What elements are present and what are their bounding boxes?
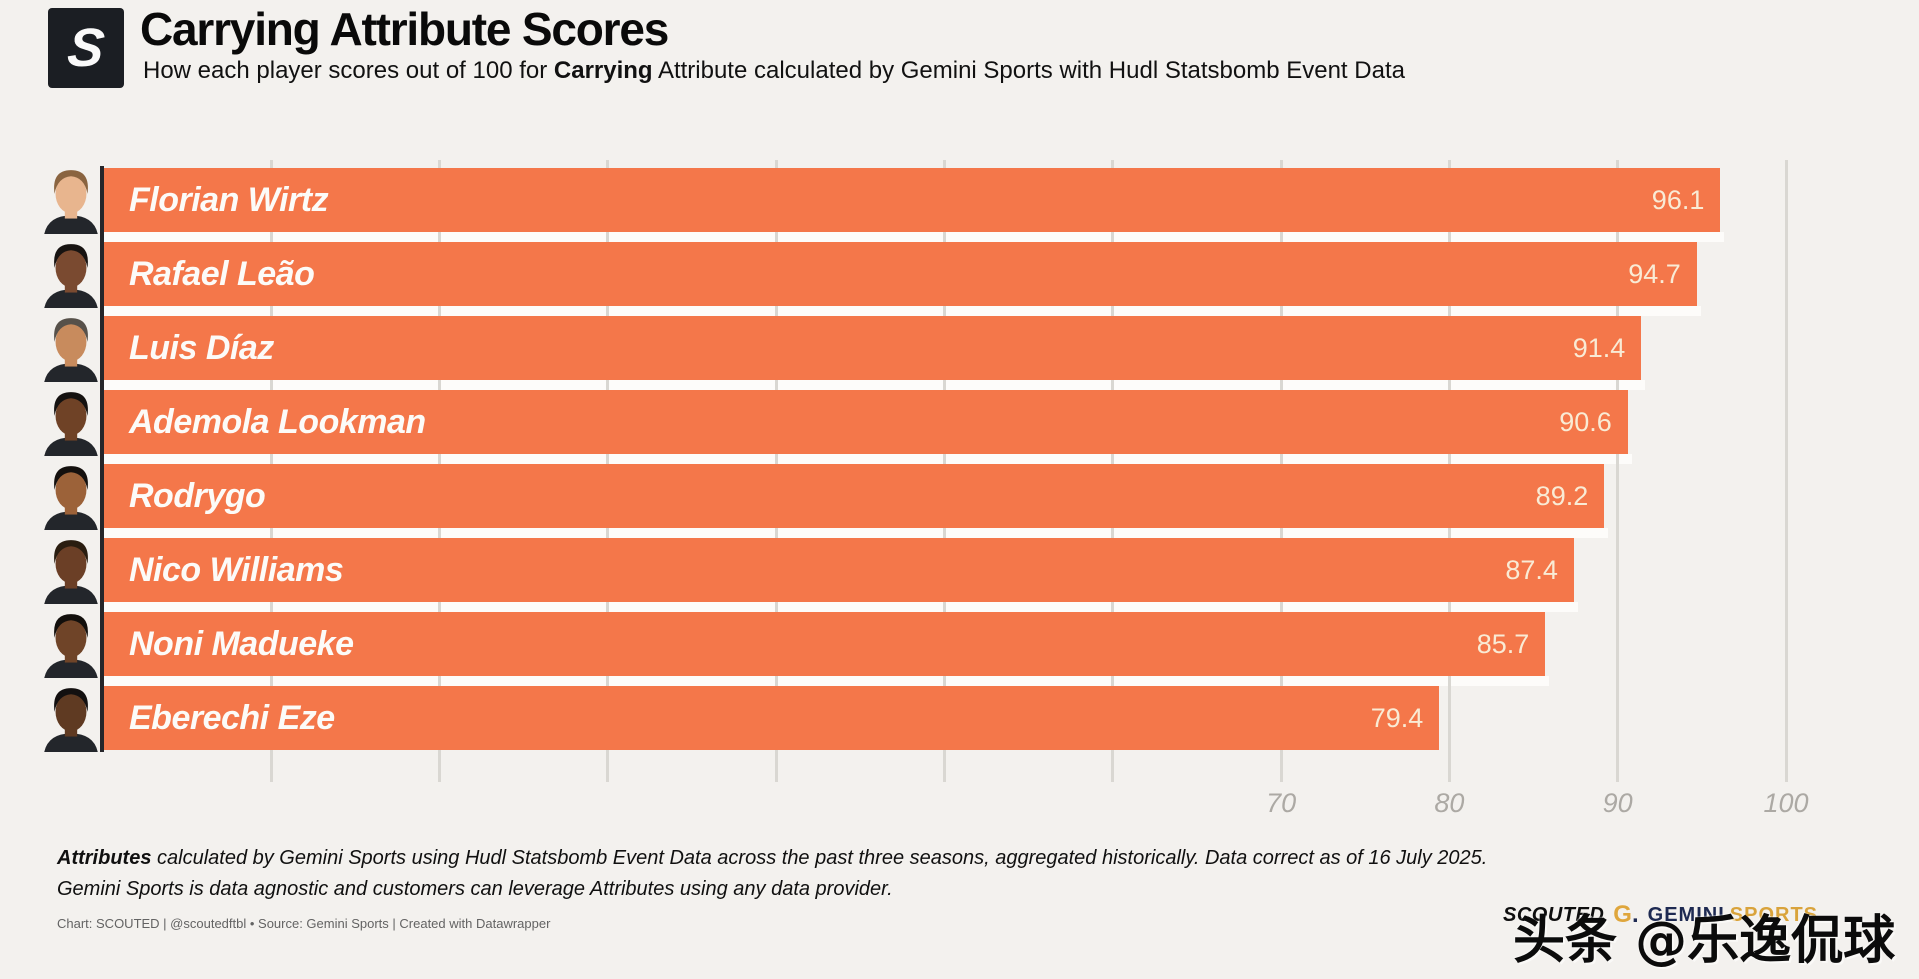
score-value-label: 91.4 — [1572, 333, 1626, 363]
score-value-label: 89.2 — [1535, 481, 1589, 511]
attribution-line: Chart: SCOUTED | @scoutedftbl • Source: … — [57, 916, 551, 931]
footnote: Attributes calculated by Gemini Sports u… — [57, 843, 1487, 905]
bar-row: Ademola Lookman 90.6 — [103, 390, 1628, 454]
player-avatar — [44, 170, 98, 234]
player-avatar — [44, 318, 98, 382]
score-value-label: 96.1 — [1651, 185, 1705, 215]
player-avatar — [44, 614, 98, 678]
sports-wordmark: SPORTS — [1729, 903, 1819, 926]
x-axis-tick-label: 70 — [1266, 788, 1297, 818]
score-value-label: 90.6 — [1559, 407, 1612, 437]
footnote-bold-word: Attributes — [57, 847, 152, 869]
subtitle-prefix: How each player scores out of 100 for — [143, 57, 554, 84]
score-bar — [103, 168, 1721, 232]
bar-row: Florian Wirtz 96.1 — [103, 168, 1721, 232]
player-name-label: Eberechi Eze — [129, 699, 335, 737]
player-avatar — [44, 244, 98, 308]
toutiao-watermark: 头条 @乐逸侃球 — [1513, 911, 1896, 971]
subtitle-suffix: Attribute calculated by Gemini Sports wi… — [652, 57, 1405, 84]
footnote-line1: calculated by Gemini Sports using Hudl S… — [151, 847, 1488, 869]
player-avatar — [44, 466, 98, 530]
x-axis-tick-label: 100 — [1763, 788, 1809, 818]
scouted-logo: S — [48, 8, 124, 88]
bar-row: Nico Williams 87.4 — [103, 538, 1574, 602]
score-bar — [103, 242, 1697, 306]
scouted-logo-letter: S — [64, 18, 108, 78]
score-value-label: 87.4 — [1505, 555, 1558, 585]
player-name-label: Ademola Lookman — [129, 403, 426, 441]
gridline — [1616, 160, 1620, 782]
row-divider — [103, 602, 1578, 612]
score-value-label: 94.7 — [1628, 259, 1681, 289]
bar-row: Rafael Leão 94.7 — [103, 242, 1697, 306]
row-divider — [103, 676, 1550, 686]
row-divider — [103, 528, 1609, 538]
score-bar — [103, 464, 1605, 528]
gemini-wordmark: GEMINI — [1647, 903, 1725, 926]
bar-row: Eberechi Eze 79.4 — [103, 686, 1440, 750]
bar-chart: Florian Wirtz 96.1 Rafael Leão 94.7 Luis… — [44, 160, 1819, 818]
bar-row: Luis Díaz 91.4 — [103, 316, 1642, 380]
player-name-label: Rafael Leão — [129, 255, 315, 293]
subtitle-bold-word: Carrying — [553, 57, 653, 84]
bar-row: Rodrygo 89.2 — [103, 464, 1605, 528]
x-axis-tick-label: 90 — [1602, 788, 1633, 818]
player-name-label: Rodrygo — [129, 477, 266, 515]
player-name-label: Luis Díaz — [129, 329, 274, 367]
player-name-label: Noni Madueke — [129, 625, 354, 663]
bar-row: Noni Madueke 85.7 — [103, 612, 1546, 676]
player-name-label: Florian Wirtz — [129, 181, 329, 219]
x-axis-tick-label: 80 — [1434, 788, 1465, 818]
footnote-line2: Gemini Sports is data agnostic and custo… — [57, 878, 893, 900]
score-bar — [103, 612, 1546, 676]
row-divider — [103, 232, 1725, 242]
player-avatar — [44, 688, 98, 752]
score-bar — [103, 316, 1642, 380]
gridline — [1784, 160, 1788, 782]
player-avatar — [44, 392, 98, 456]
score-value-label: 79.4 — [1370, 703, 1424, 733]
scouted-wordmark: SCOUTED — [1503, 903, 1605, 926]
row-divider — [103, 380, 1646, 390]
chart-title: Carrying Attribute Scores — [140, 3, 669, 55]
x-axis-zero-line — [100, 166, 104, 752]
brand-logos: SCOUTED G. GEMINI SPORTS — [1503, 901, 1818, 929]
row-divider — [103, 454, 1632, 464]
player-name-label: Nico Williams — [129, 551, 344, 589]
score-bar — [103, 686, 1440, 750]
score-bar — [103, 538, 1574, 602]
row-divider — [103, 306, 1701, 316]
gemini-g-icon: G. — [1613, 901, 1639, 928]
chart-subtitle: How each player scores out of 100 for Ca… — [143, 57, 1405, 85]
score-value-label: 85.7 — [1476, 629, 1530, 659]
score-bar — [103, 390, 1628, 454]
player-avatar — [44, 540, 98, 604]
